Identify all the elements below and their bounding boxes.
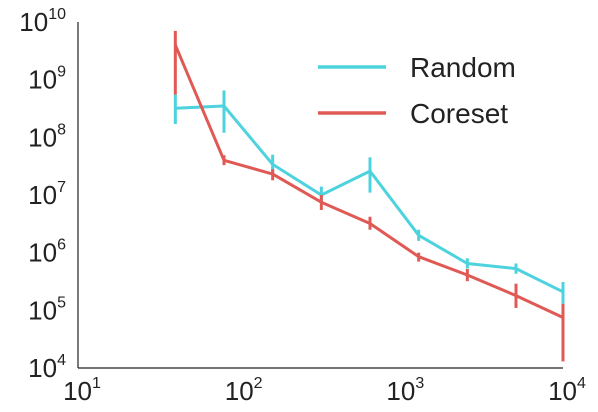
y-tick-base: 10 [28,65,57,95]
x-tick-exponent: 1 [92,375,101,392]
y-tick-label: 104 [28,352,66,383]
x-tick-base: 10 [63,376,92,406]
y-tick-exponent: 5 [57,294,66,311]
legend: Random Coreset [318,52,516,129]
x-tick-exponent: 2 [254,375,263,392]
x-tick-labels: 101 102 103 104 [63,375,586,406]
y-tick-label: 1010 [19,6,66,37]
x-tick-label: 102 [225,375,263,406]
x-tick-base: 10 [386,376,415,406]
y-tick-label: 109 [28,64,66,95]
x-tick-label: 103 [386,375,424,406]
x-tick-label: 101 [63,375,101,406]
series-coreset [173,30,565,362]
y-tick-exponent: 7 [57,179,66,196]
y-tick-exponent: 4 [57,352,66,369]
y-tick-base: 10 [19,7,48,37]
x-tick-base: 10 [225,376,254,406]
legend-label-random: Random [410,52,516,83]
series-line-random [175,104,564,294]
x-tick-base: 10 [548,376,577,406]
x-tick-exponent: 4 [577,375,586,392]
chart-axes [77,22,563,369]
y-tick-exponent: 10 [48,6,66,23]
y-tick-label: 105 [28,294,66,325]
y-tick-label: 107 [28,179,66,210]
y-tick-base: 10 [28,295,57,325]
y-tick-exponent: 8 [57,121,66,138]
y-tick-base: 10 [28,180,57,210]
y-tick-base: 10 [28,238,57,268]
y-tick-exponent: 6 [57,237,66,254]
y-tick-label: 108 [28,121,66,152]
x-tick-label: 104 [548,375,586,406]
y-tick-label: 106 [28,237,66,268]
plot-area [173,30,565,362]
y-tick-base: 10 [28,353,57,383]
y-tick-base: 10 [28,122,57,152]
y-tick-exponent: 9 [57,64,66,81]
legend-label-coreset: Coreset [410,98,508,129]
x-tick-exponent: 3 [415,375,424,392]
